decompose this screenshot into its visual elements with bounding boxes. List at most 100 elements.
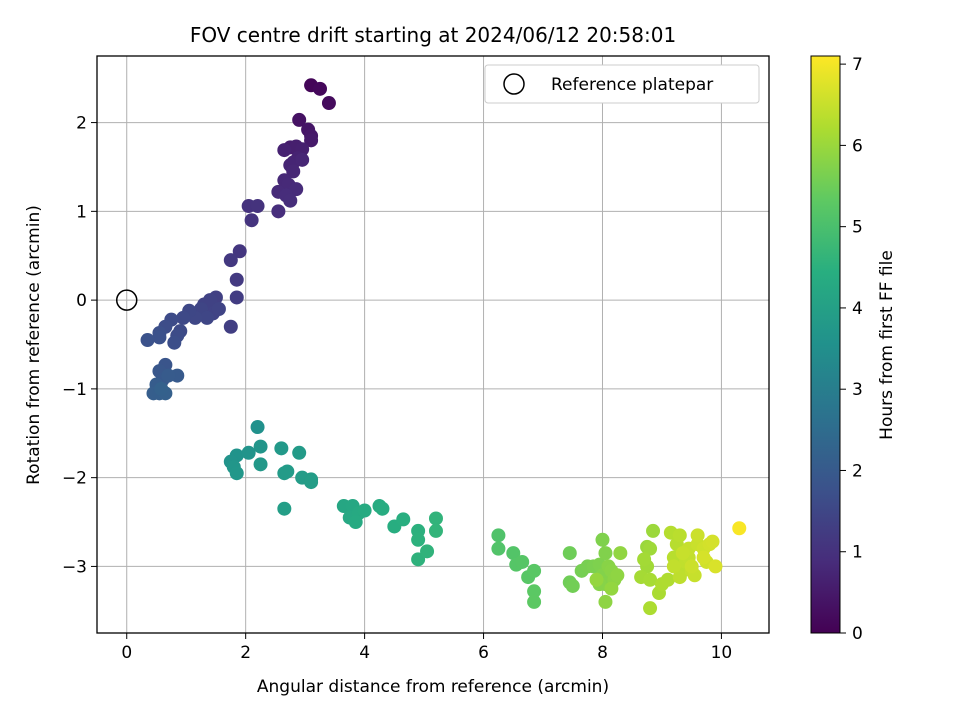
data-point: [161, 368, 176, 383]
data-point: [527, 594, 542, 609]
data-point: [684, 559, 699, 574]
y-axis-label: Rotation from reference (arcmin): [24, 205, 44, 485]
data-point: [357, 503, 372, 518]
data-point: [271, 204, 286, 219]
data-point: [286, 164, 301, 179]
data-point: [643, 601, 658, 616]
data-point: [506, 546, 521, 561]
data-point: [672, 570, 687, 585]
colorbar-tick-label: 5: [852, 218, 863, 238]
data-point: [223, 253, 238, 268]
data-point: [152, 330, 167, 345]
colorbar-tick-label: 4: [852, 299, 863, 319]
data-point: [411, 532, 426, 547]
y-tick-label: 1: [76, 202, 87, 222]
data-point: [321, 96, 336, 111]
legend: Reference platepar: [484, 64, 760, 104]
data-point: [277, 143, 292, 158]
data-point: [696, 550, 711, 565]
colorbar-tick-label: 0: [852, 624, 863, 644]
x-axis-ticks: 0 2 4 6 8 10: [121, 633, 732, 663]
data-point: [595, 532, 610, 547]
data-point: [589, 572, 604, 587]
data-point: [229, 290, 244, 305]
data-point: [244, 213, 259, 228]
data-point: [598, 546, 613, 561]
data-point: [348, 515, 363, 530]
data-points: [140, 78, 747, 616]
colorbar: 0 1 2 3 4 5 6 7 Hours from first FF file: [810, 55, 897, 644]
data-point: [223, 319, 238, 334]
data-point: [565, 578, 580, 593]
colorbar-label: Hours from first FF file: [877, 250, 897, 440]
y-tick-label: −3: [62, 557, 87, 577]
data-point: [176, 310, 191, 325]
colorbar-tick-label: 3: [852, 380, 863, 400]
data-point: [283, 193, 298, 208]
legend-marker-icon: [503, 73, 525, 95]
x-tick-label: 6: [478, 643, 489, 663]
data-point: [491, 541, 506, 556]
data-point: [289, 182, 304, 197]
data-point: [411, 552, 426, 567]
data-point: [527, 584, 542, 599]
colorbar-tick-label: 7: [852, 55, 863, 75]
data-point: [292, 445, 307, 460]
data-point: [527, 563, 542, 578]
data-point: [637, 552, 652, 567]
data-point: [253, 457, 268, 472]
data-point: [241, 445, 256, 460]
reference-platepar-marker: [115, 289, 138, 311]
x-tick-label: 2: [240, 643, 251, 663]
data-point: [313, 81, 328, 96]
data-point: [232, 244, 247, 259]
y-tick-label: 2: [76, 114, 87, 134]
data-point: [672, 528, 687, 543]
data-point: [375, 501, 390, 516]
data-point: [491, 528, 506, 543]
data-point: [646, 523, 661, 538]
data-point: [396, 512, 411, 527]
data-point: [604, 581, 619, 596]
data-point: [643, 541, 658, 556]
data-point: [292, 112, 307, 127]
data-point: [420, 544, 435, 559]
data-point: [277, 501, 292, 516]
data-point: [200, 310, 215, 325]
colorbar-tick-label: 1: [852, 543, 863, 563]
data-point: [660, 572, 675, 587]
data-point: [690, 528, 705, 543]
y-tick-label: −2: [62, 469, 87, 489]
data-point: [250, 420, 265, 435]
data-point: [154, 381, 169, 396]
data-point: [428, 511, 443, 526]
data-point: [304, 475, 319, 490]
data-point: [229, 466, 244, 481]
data-point: [732, 521, 747, 536]
data-point: [666, 559, 681, 574]
data-point: [250, 199, 265, 214]
x-tick-label: 0: [121, 643, 132, 663]
data-point: [613, 546, 628, 561]
x-tick-label: 8: [597, 643, 608, 663]
data-point: [708, 559, 723, 574]
y-tick-label: 0: [76, 291, 87, 311]
data-point: [515, 554, 530, 569]
data-point: [274, 441, 289, 456]
data-point: [428, 523, 443, 538]
data-point: [211, 301, 226, 316]
colorbar-gradient: [810, 55, 841, 634]
grid-lines: [97, 56, 769, 633]
colorbar-tick-label: 2: [852, 461, 863, 481]
data-point: [167, 335, 182, 350]
chart-title: FOV centre drift starting at 2024/06/12 …: [190, 23, 676, 47]
data-point: [610, 568, 625, 583]
data-point: [304, 133, 319, 148]
data-point: [598, 594, 613, 609]
y-tick-label: −1: [62, 380, 87, 400]
y-axis-ticks: −3 −2 −1 0 1 2: [62, 114, 97, 577]
data-point: [562, 546, 577, 561]
x-tick-label: 4: [359, 643, 370, 663]
data-point: [295, 152, 310, 167]
